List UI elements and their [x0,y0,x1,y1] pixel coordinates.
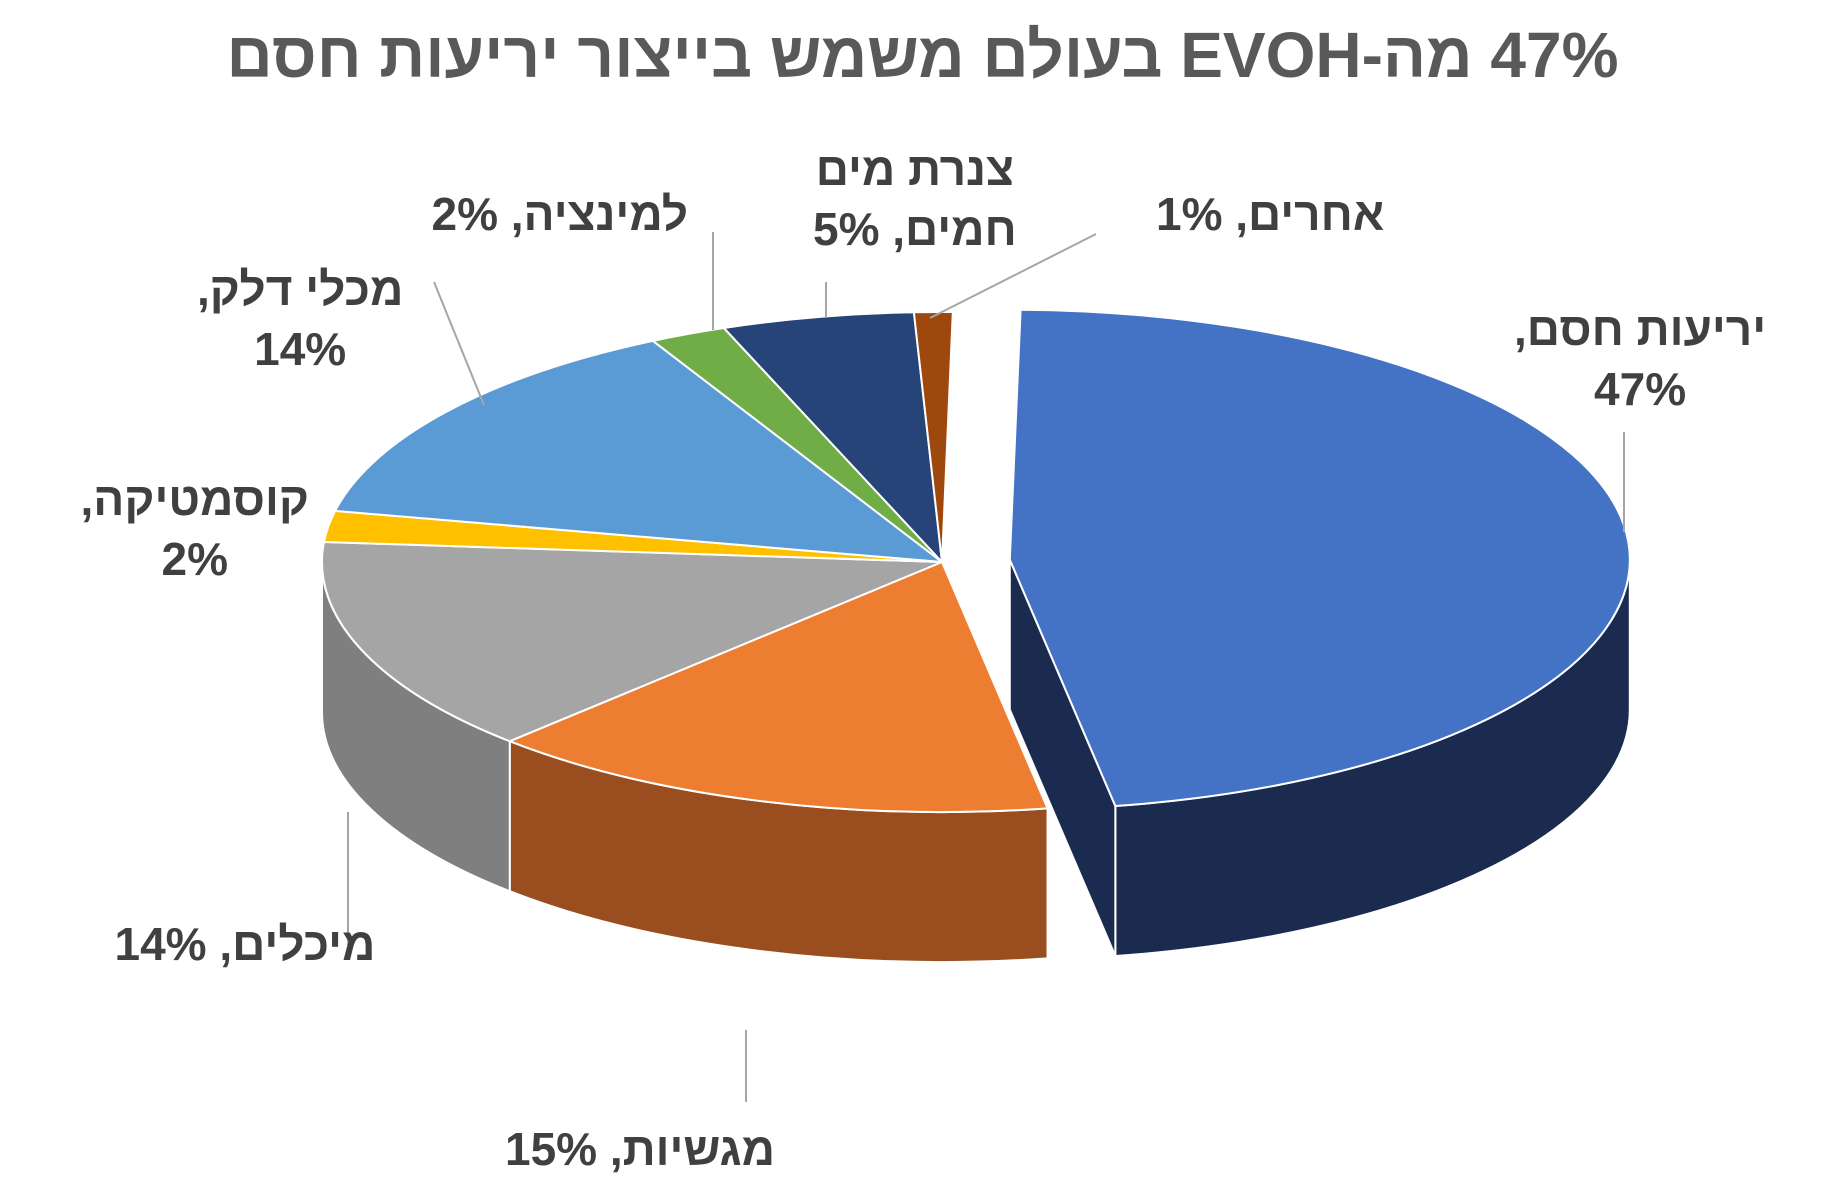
pie-tops [321,308,1631,813]
pie-slice-7 [912,311,954,563]
leader-line-slice-4 [433,281,485,406]
leader-line-slice-7 [929,233,1097,319]
data-label-slice-7: אחרים, 1% [1156,188,1385,240]
data-label-slice-4: מכלי דלק, 14% [197,263,404,375]
pie-slice-1 [507,560,1050,813]
data-label-slice-2: מיכלים, 14% [114,918,376,970]
chart-title: 47% מה-EVOH בעולם משמש בייצור יריעות חסם [226,19,1619,91]
pie-slice-2 [321,540,943,743]
leader-lines [347,232,1625,1102]
data-label-slice-6: צנרת מים חמים, 5% [813,143,1017,255]
pie-slice-4 [333,339,946,564]
data-label-slice-3: קוסמטיקה, 2% [80,473,310,585]
pie-slice-0 [1008,308,1631,808]
data-label-slice-5: למינציה, 2% [431,188,689,240]
pie-sides [321,559,1631,963]
pie-slice-6 [721,311,944,565]
data-label-slice-1: מגשיות, 15% [505,1123,775,1175]
data-label-slice-0: יריעות חסם, 47% [1514,303,1767,415]
